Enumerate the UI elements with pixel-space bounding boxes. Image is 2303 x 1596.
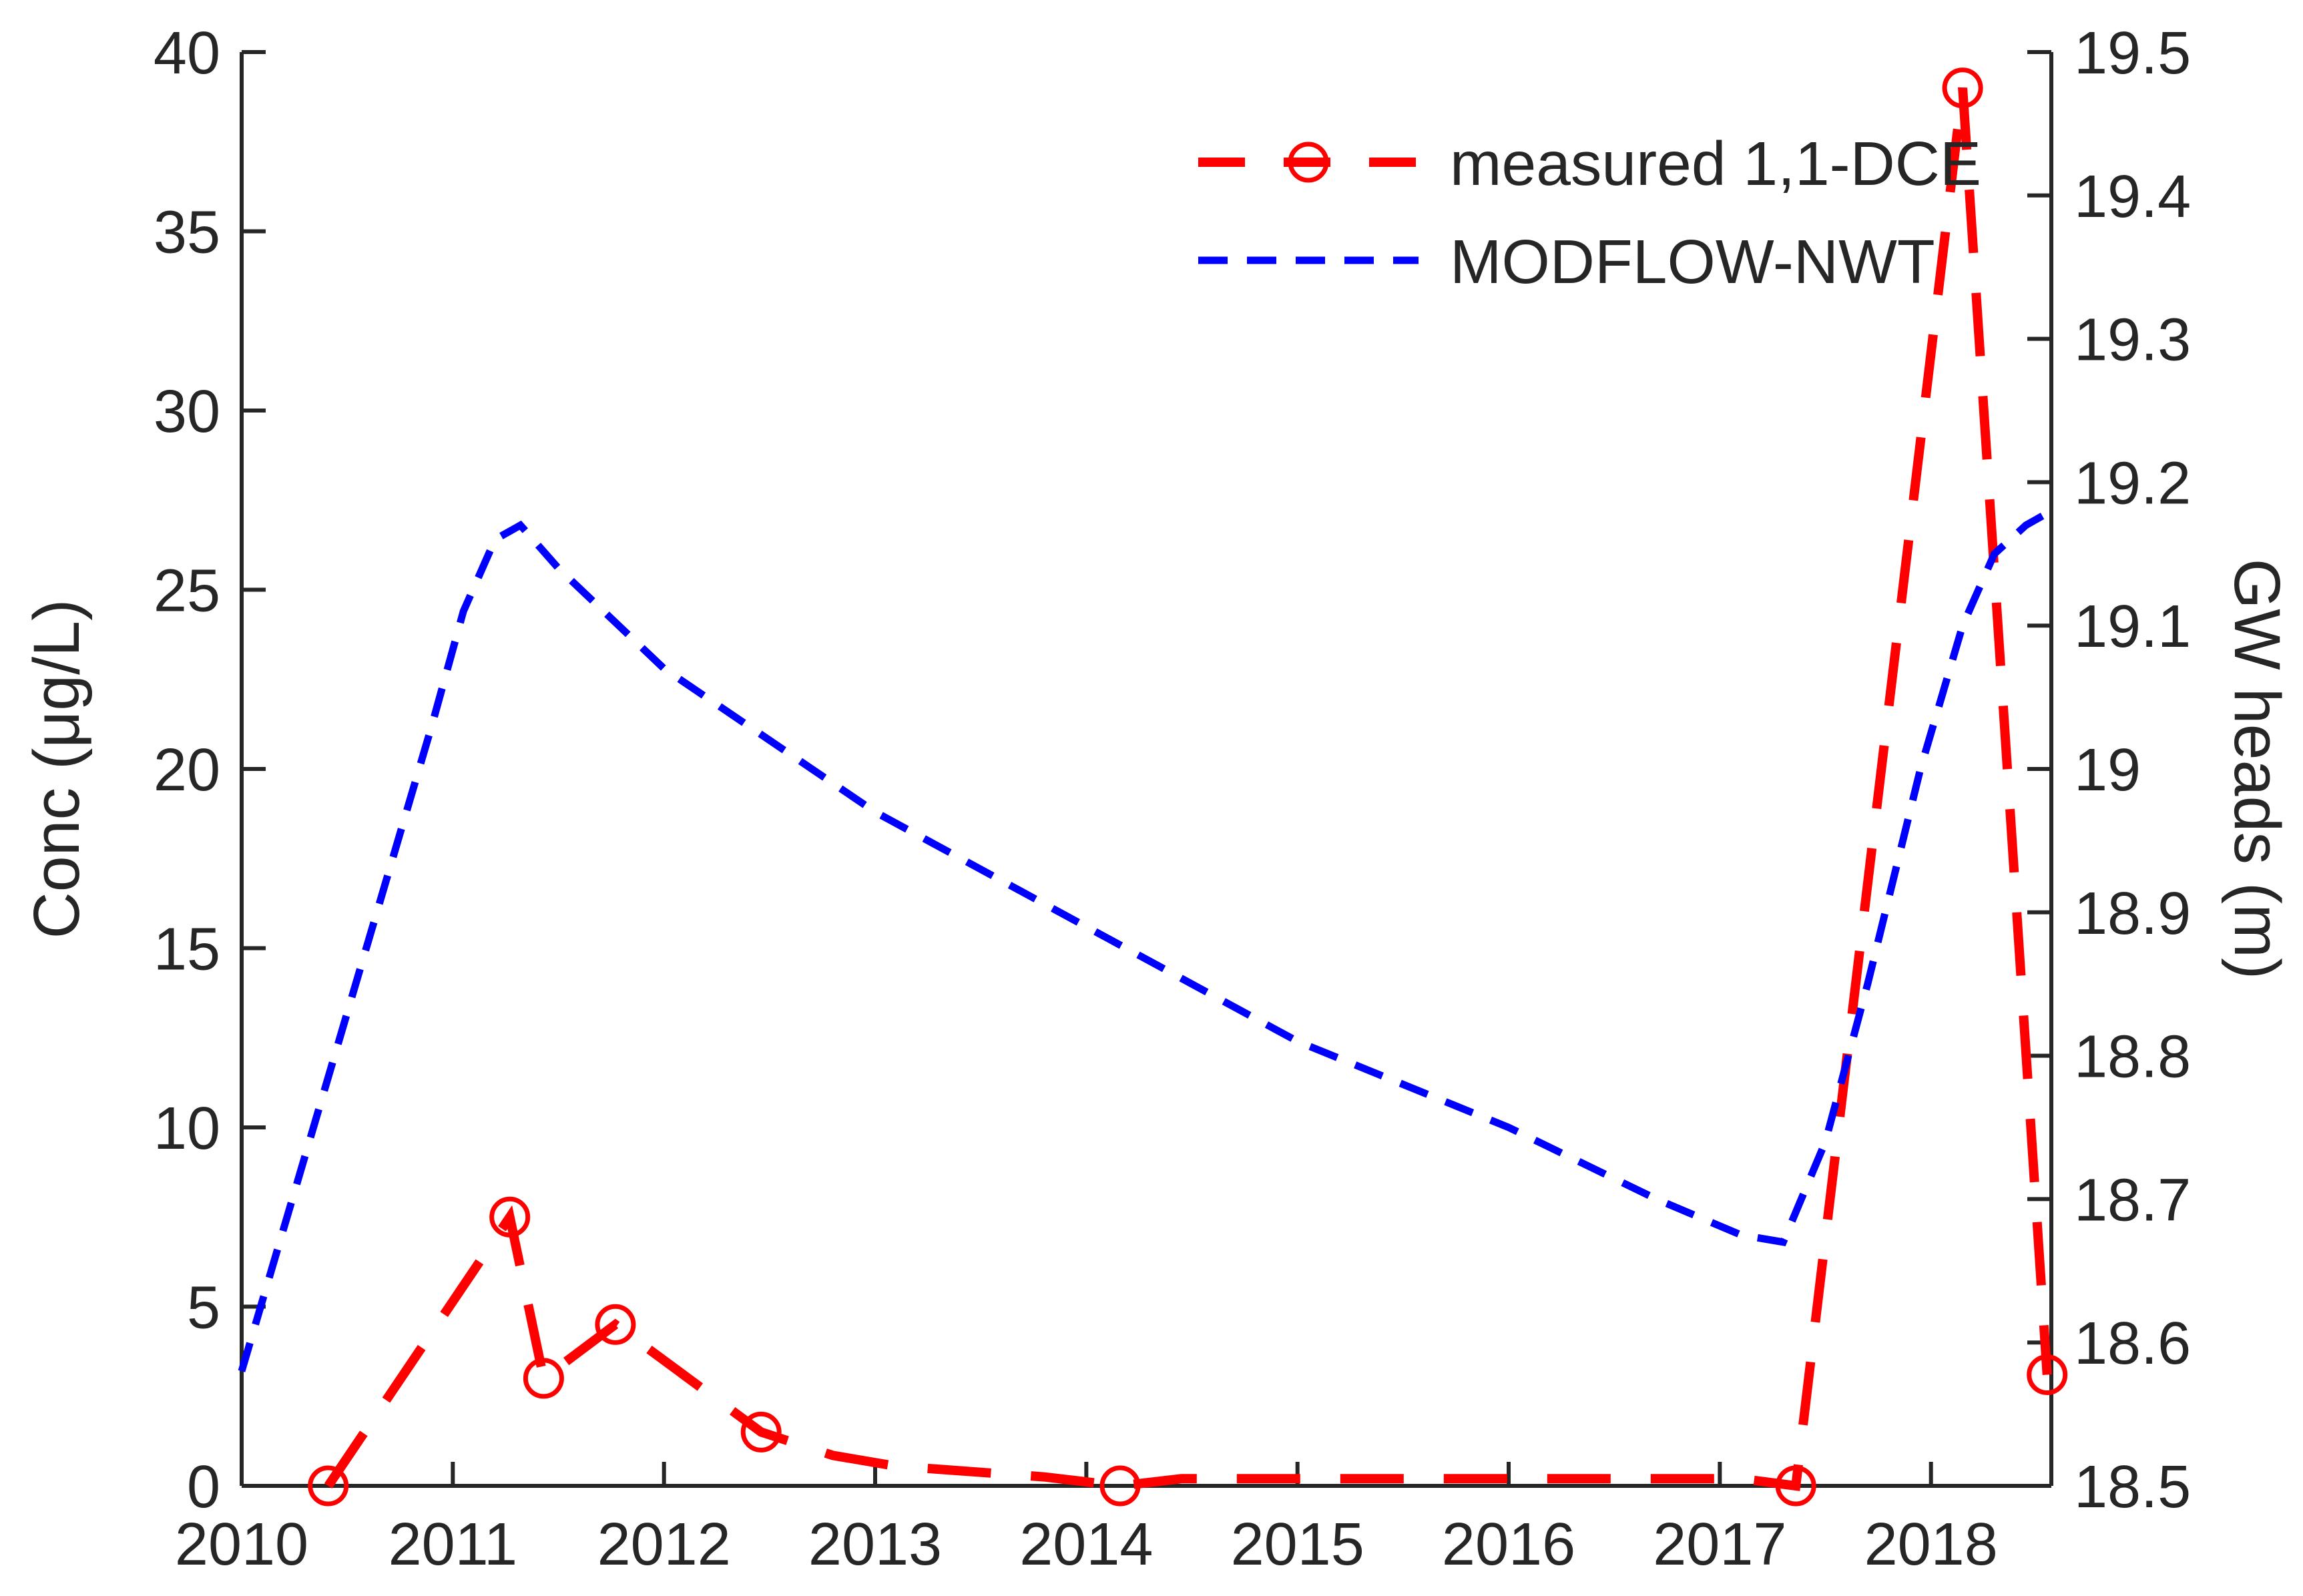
axes: 2010 2011 2012 2013 2014 2015 2016 2017 20180510…	[154, 20, 2191, 1578]
data-point-marker	[523, 1358, 564, 1399]
legend-measured-marker	[1288, 142, 1329, 183]
y-left-tick-label: 5	[187, 1275, 220, 1342]
legend-label-modflow: MODFLOW-NWT	[1450, 227, 1935, 296]
data-point-marker	[308, 1465, 349, 1507]
x-tick-label: 2017	[1653, 1511, 1786, 1578]
y-right-tick-label: 18.6	[2074, 1310, 2191, 1377]
y-axis-right-title: GW heads (m)	[2221, 559, 2294, 980]
y-right-tick-label: 19.5	[2074, 20, 2191, 87]
x-tick-label: 2018	[1864, 1511, 1998, 1578]
data-point-marker	[489, 1196, 531, 1238]
y-left-tick-label: 30	[154, 378, 220, 445]
y-right-tick-label: 19.3	[2074, 307, 2191, 374]
y-right-tick-label: 18.8	[2074, 1024, 2191, 1091]
y-right-tick-label: 18.5	[2074, 1454, 2191, 1521]
x-tick-label: 2015	[1231, 1511, 1364, 1578]
y-axis-left-title: Conc (μg/L)	[20, 599, 93, 939]
legend-sample-measured-line	[1198, 142, 1419, 183]
series-lines	[238, 87, 2053, 1491]
y-left-tick-label: 35	[154, 200, 220, 266]
data-point-marker	[1942, 67, 1983, 109]
legend-entry-measured: measured 1,1-DCE	[1198, 129, 1981, 198]
x-tick-label: 2016	[1442, 1511, 1575, 1578]
y-right-tick-label: 19.2	[2074, 450, 2191, 517]
y-left-tick-label: 15	[154, 916, 220, 983]
legend-entry-modflow: MODFLOW-NWT	[1198, 227, 1935, 296]
data-point-marker	[595, 1304, 636, 1345]
x-tick-label: 2011	[389, 1511, 518, 1578]
y-left-tick-label: 20	[154, 737, 220, 804]
data-point-marker	[2027, 1354, 2068, 1395]
y-left-tick-label: 25	[154, 558, 220, 625]
y-left-tick-label: 0	[187, 1454, 220, 1521]
x-tick-label: 2014	[1019, 1511, 1153, 1578]
series-line-measured-1-1-dce	[324, 87, 2052, 1491]
y-right-tick-label: 18.9	[2074, 880, 2191, 947]
y-right-tick-label: 18.7	[2074, 1167, 2191, 1234]
y-left-tick-label: 40	[154, 20, 220, 87]
y-right-tick-label: 19.4	[2074, 164, 2191, 230]
x-tick-label: 2012	[597, 1511, 731, 1578]
data-point-marker	[740, 1411, 782, 1452]
series-line-modflow-nwt	[238, 507, 2053, 1372]
x-tick-label: 2013	[808, 1511, 942, 1578]
legend-label-measured: measured 1,1-DCE	[1450, 129, 1981, 198]
y-right-tick-label: 19.1	[2074, 593, 2191, 660]
y-right-tick-label: 19	[2074, 737, 2141, 804]
data-point-marker	[1775, 1465, 1816, 1507]
legend: measured 1,1-DCE MODFLOW-NWT	[1198, 129, 1981, 296]
x-tick-label: 2010	[175, 1511, 308, 1578]
series-markers	[308, 67, 2068, 1507]
y-left-tick-label: 10	[154, 1095, 220, 1162]
data-point-marker	[1099, 1465, 1141, 1507]
